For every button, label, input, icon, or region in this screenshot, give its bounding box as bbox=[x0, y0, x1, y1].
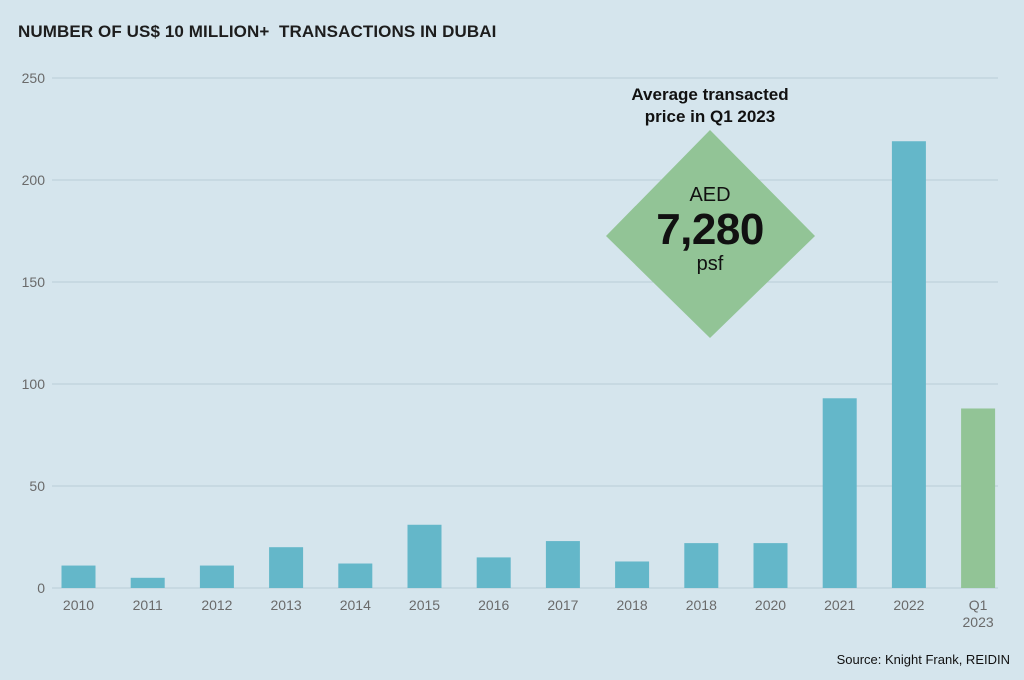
y-tick-label: 200 bbox=[22, 172, 46, 188]
bar bbox=[476, 557, 511, 588]
bar bbox=[684, 543, 719, 588]
bar bbox=[545, 541, 580, 588]
callout-value: 7,280 bbox=[656, 205, 764, 254]
y-tick-label: 100 bbox=[22, 376, 46, 392]
x-tick-label: 2011 bbox=[133, 597, 163, 613]
x-tick-label: 2018 bbox=[686, 597, 717, 613]
bar bbox=[199, 565, 234, 588]
x-tick-label: 2015 bbox=[409, 597, 440, 613]
callout-title-line1: Average transacted bbox=[631, 85, 789, 104]
x-tick-label: 2012 bbox=[201, 597, 232, 613]
x-tick-label: 2018 bbox=[617, 597, 648, 613]
x-tick-label: Q1 bbox=[969, 597, 988, 613]
x-tick-label: 2023 bbox=[963, 614, 994, 630]
x-axis-labels: 2010 2011 2012 2013 2014 2015 2016 2017 2018 2018… bbox=[63, 597, 994, 630]
y-axis-labels: 0 50 100 150 200 250 bbox=[22, 70, 46, 596]
x-tick-label: 2022 bbox=[893, 597, 924, 613]
callout-value-block: AED 7,280 psf bbox=[610, 183, 810, 275]
bar bbox=[269, 547, 304, 588]
bar bbox=[891, 141, 926, 589]
x-tick-label: 2020 bbox=[755, 597, 786, 613]
bar bbox=[961, 408, 996, 588]
callout-title-line2: price in Q1 2023 bbox=[644, 107, 776, 126]
y-tick-label: 50 bbox=[29, 478, 45, 494]
x-tick-label: 2014 bbox=[340, 597, 371, 613]
y-tick-label: 150 bbox=[22, 274, 46, 290]
diamond-layer bbox=[606, 130, 815, 338]
bar bbox=[407, 524, 442, 588]
bar bbox=[822, 398, 857, 588]
y-tick-label: 250 bbox=[22, 70, 46, 86]
callout-title: Average transacted price in Q1 2023 bbox=[600, 84, 820, 128]
callout-currency: AED bbox=[689, 184, 731, 206]
bar bbox=[753, 543, 788, 588]
bar bbox=[615, 561, 650, 588]
bar bbox=[130, 577, 165, 588]
x-tick-label: 2016 bbox=[478, 597, 509, 613]
callout-unit: psf bbox=[696, 253, 724, 275]
x-tick-label: 2010 bbox=[63, 597, 94, 613]
x-tick-label: 2013 bbox=[271, 597, 302, 613]
bars-layer bbox=[61, 141, 996, 589]
x-tick-label: 2021 bbox=[824, 597, 855, 613]
source-note: Source: Knight Frank, REIDIN bbox=[836, 652, 1010, 667]
price-diamond bbox=[606, 130, 815, 338]
bar bbox=[338, 563, 373, 588]
bar bbox=[61, 565, 96, 588]
x-tick-label: 2017 bbox=[547, 597, 578, 613]
y-tick-label: 0 bbox=[37, 580, 45, 596]
chart-title: NUMBER OF US$ 10 MILLION+ TRANSACTIONS I… bbox=[18, 22, 497, 41]
